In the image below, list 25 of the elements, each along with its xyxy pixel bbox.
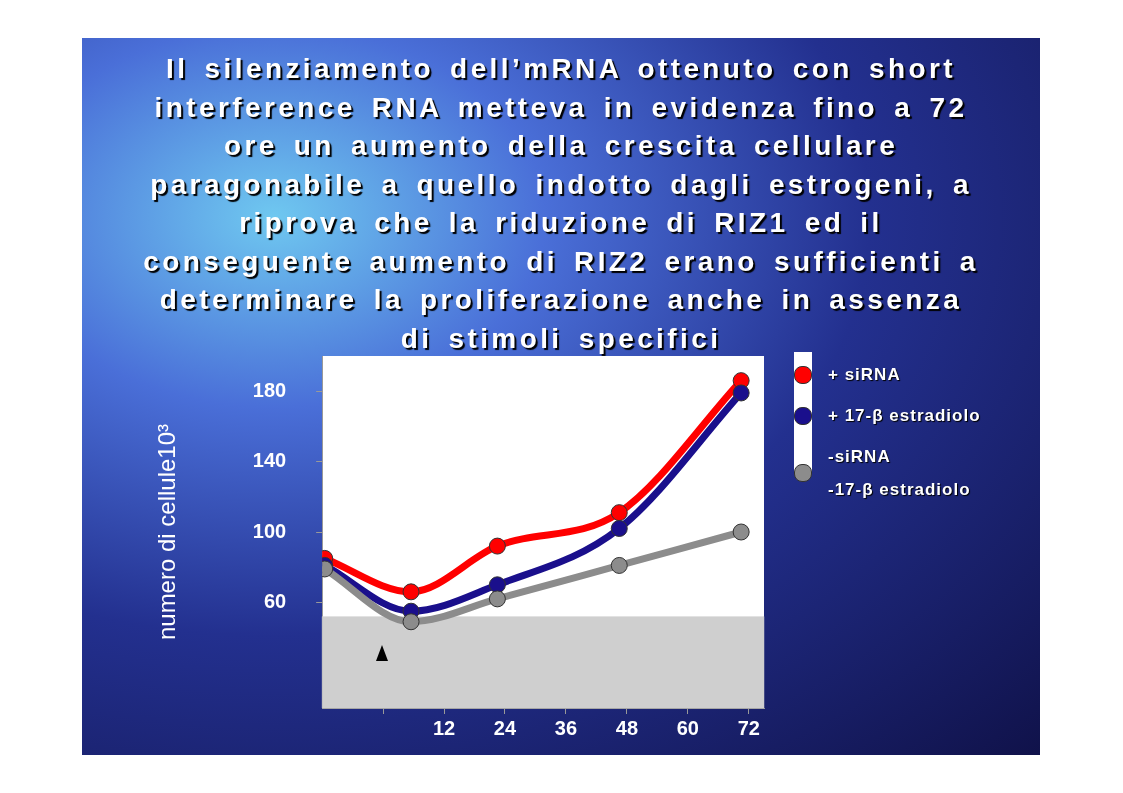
point	[488, 576, 506, 594]
y-tick-label: 100	[252, 519, 287, 542]
point	[732, 523, 750, 541]
y-tick-label: 180	[252, 378, 287, 401]
x-tick-label: 48	[615, 716, 639, 739]
y-tick-label: 140	[252, 449, 287, 472]
legend-label: + siRNA	[828, 364, 901, 386]
point	[402, 613, 420, 631]
chart-title: Il silenziamento dell’mRNA ottenuto con short interference RNA metteva in evidenza fino a 72 ore un aumento della crescita cellulare paragonabile a quello indotto dagli estrogeni, a riprova che la riduzione di RIZ1 ed il conseguente aumento di RIZ2 erano sufficienti a determinare la proliferazione anche in assenza di stimoli specifici	[142, 52, 980, 356]
y-tick-label: 60	[263, 589, 287, 612]
x-tick-label: 12	[432, 716, 456, 739]
x-tick-label: 72	[737, 716, 760, 739]
point	[732, 384, 750, 402]
y-axis-title: numero di cellule10³	[153, 423, 181, 641]
point	[488, 537, 506, 555]
point	[402, 583, 420, 601]
point	[610, 504, 628, 522]
x-tick-label: 36	[554, 716, 578, 739]
legend-label: -siRNA -17-β estradiolo	[828, 446, 971, 501]
x-tick-label: 24	[493, 716, 517, 739]
point	[610, 556, 628, 574]
legend-label: + 17-β estradiolo	[828, 405, 981, 427]
x-tick-label: 60	[676, 716, 699, 739]
point	[610, 519, 628, 537]
point	[488, 590, 506, 608]
